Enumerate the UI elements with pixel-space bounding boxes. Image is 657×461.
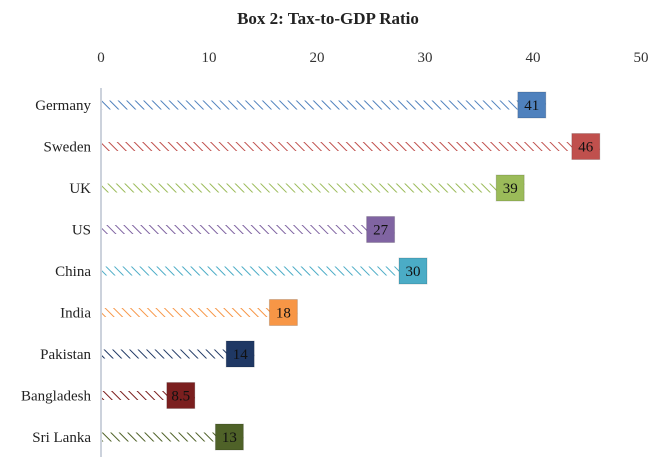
data-label: 46: [578, 140, 594, 156]
bar: [102, 142, 600, 151]
bar: [102, 349, 255, 359]
data-label-box: [517, 91, 547, 119]
category-label: Pakistan: [40, 347, 91, 363]
data-label-box: [495, 174, 525, 202]
bar: [102, 308, 298, 317]
category-label: India: [60, 306, 91, 322]
x-tick-label: 30: [418, 50, 433, 66]
category-label: Germany: [35, 98, 91, 114]
bar: [102, 391, 195, 400]
data-label: 14: [233, 347, 249, 363]
x-tick-label: 20: [310, 50, 325, 66]
chart-title: Box 2: Tax-to-GDP Ratio: [237, 9, 419, 28]
bar: [102, 266, 427, 276]
data-label: 27: [373, 223, 389, 239]
data-label-box: [366, 216, 396, 243]
data-label: 13: [222, 430, 237, 446]
bar: [102, 100, 546, 110]
data-label: 30: [406, 264, 421, 280]
data-label: 41: [524, 98, 539, 114]
data-label-box: [214, 423, 244, 451]
bars: Germany 41 Sweden 46 UK 39 US 27 China 30 India 18 P…: [21, 91, 601, 451]
category-label: UK: [69, 181, 91, 197]
data-label-box: [225, 340, 255, 368]
data-label-box: [166, 382, 196, 409]
data-label-box: [571, 133, 601, 160]
category-label: Bangladesh: [21, 389, 91, 405]
x-axis-ticks: 0 10 20 30 40 50: [97, 50, 648, 66]
x-tick-label: 0: [97, 50, 105, 66]
data-label: 8.5: [171, 389, 190, 405]
bar: [102, 432, 244, 442]
x-tick-label: 10: [202, 50, 217, 66]
data-label-box: [268, 299, 298, 326]
bar: [102, 183, 525, 193]
category-label: Sri Lanka: [32, 430, 91, 446]
category-label: Sweden: [44, 140, 92, 156]
data-label-box: [398, 257, 428, 285]
data-label: 18: [276, 306, 291, 322]
x-tick-label: 40: [526, 50, 541, 66]
bar: [102, 225, 395, 234]
x-tick-label: 50: [634, 50, 649, 66]
category-label: US: [72, 223, 91, 239]
category-label: China: [55, 264, 91, 280]
data-label: 39: [503, 181, 518, 197]
